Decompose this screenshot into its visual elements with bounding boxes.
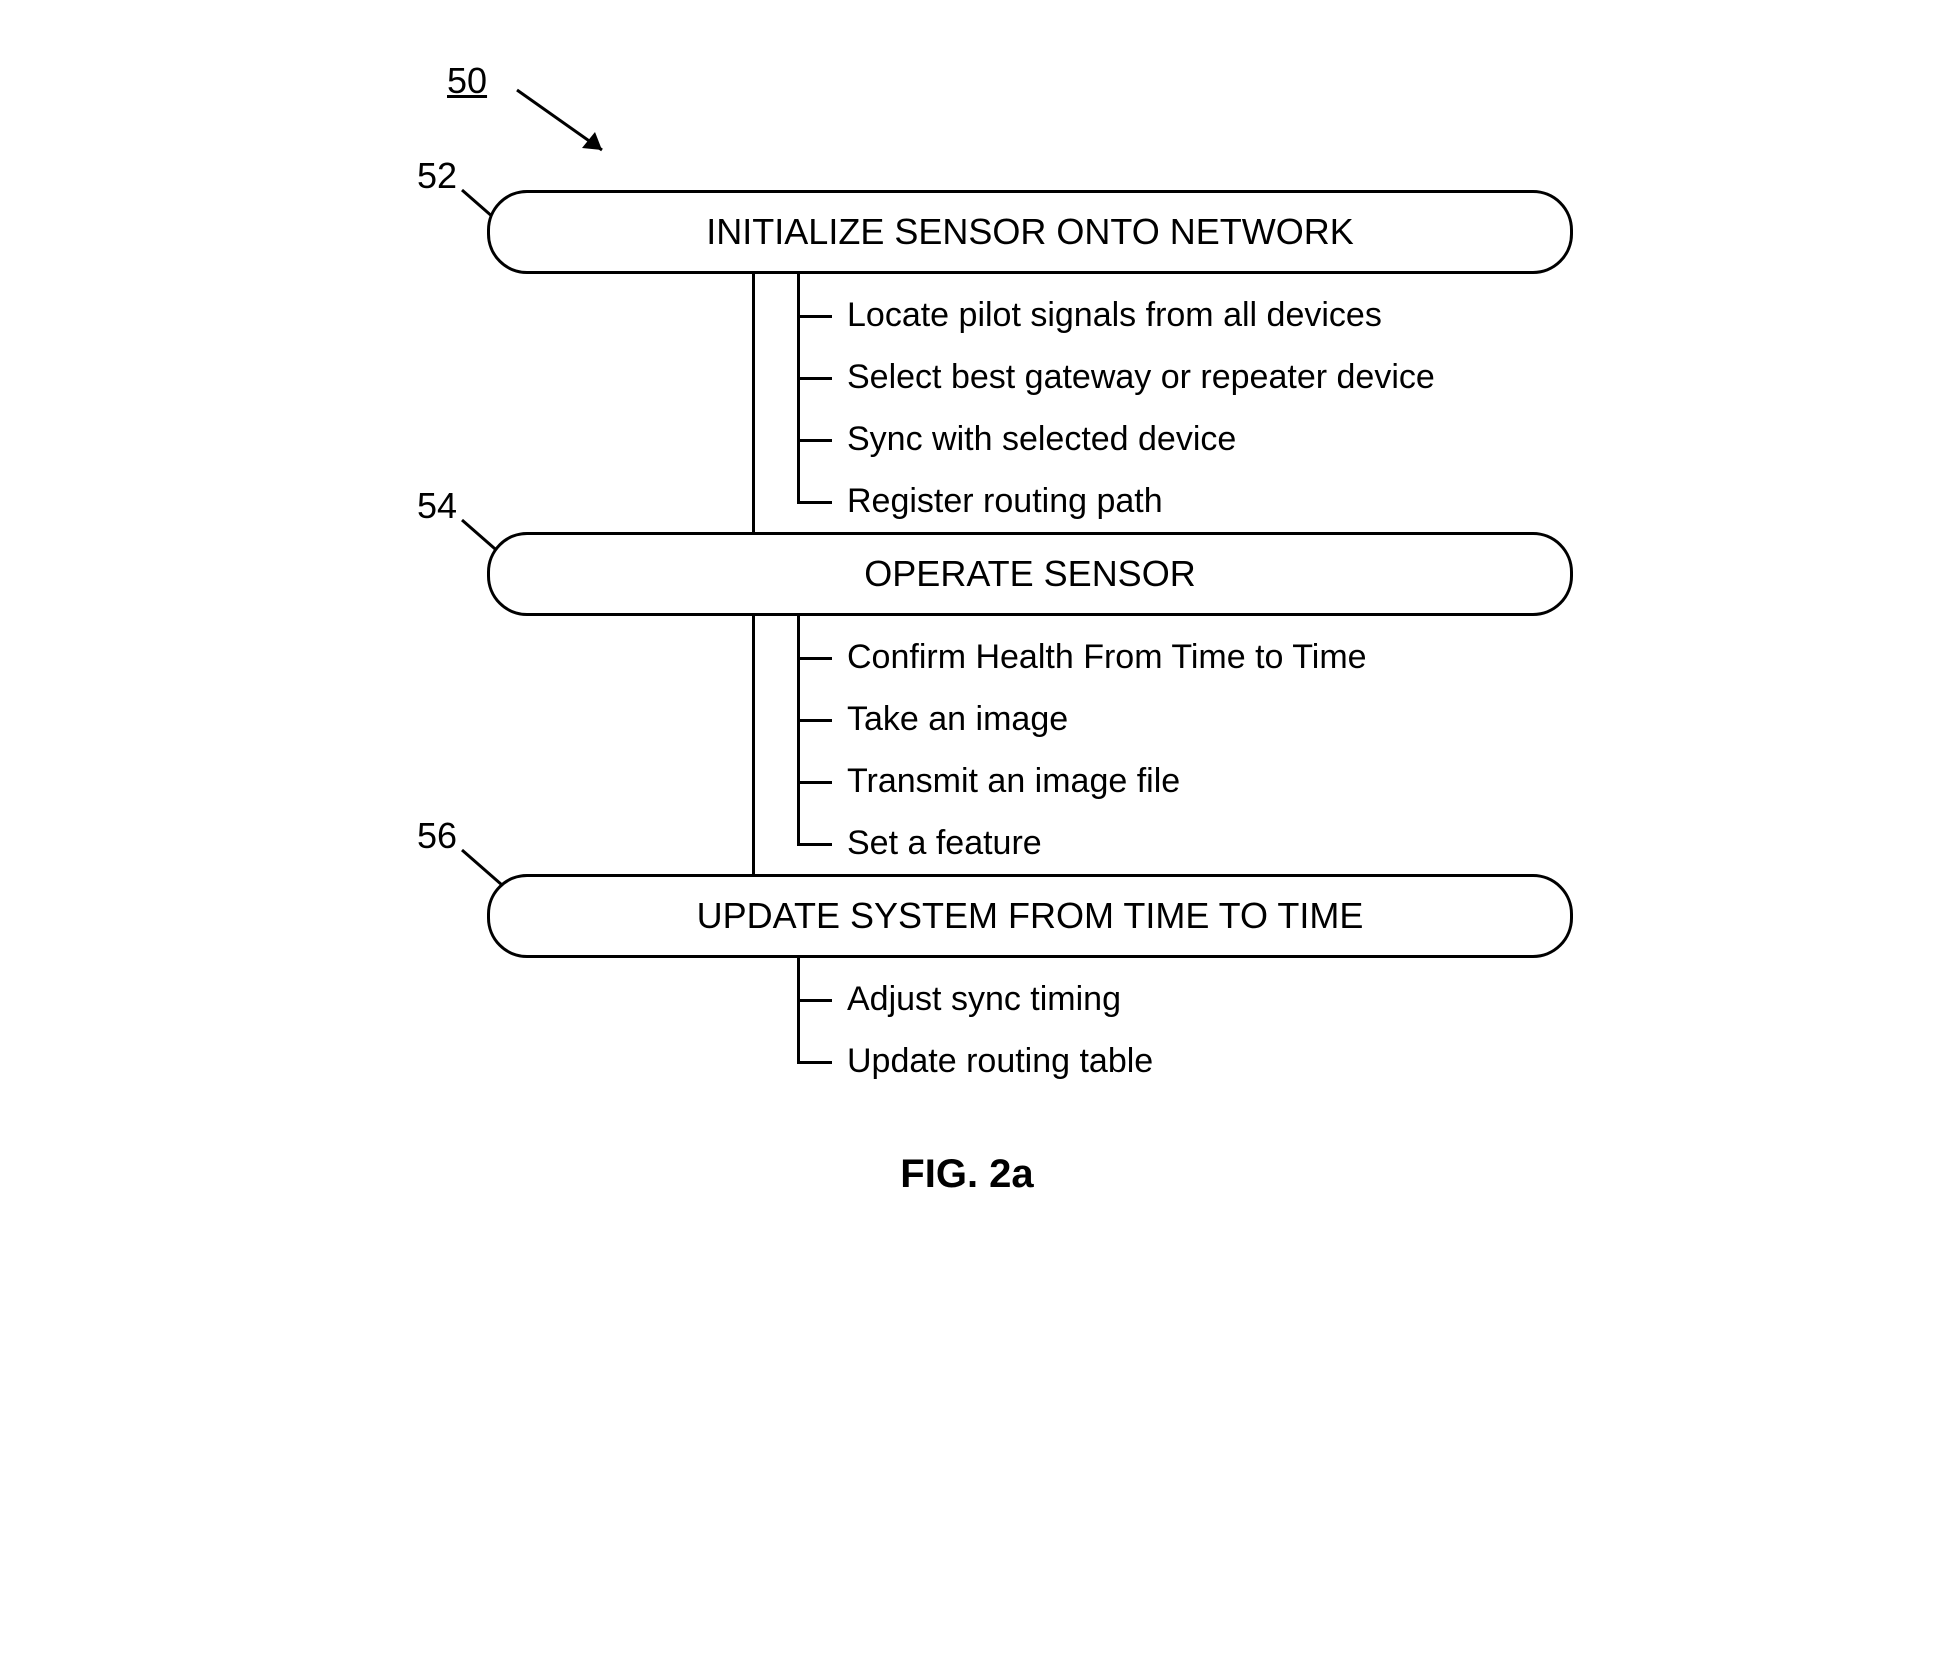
sub-item: Take an image: [797, 688, 1617, 750]
main-ref-arrow-icon: [507, 80, 627, 170]
sub-item-text: Transmit an image file: [847, 762, 1180, 801]
sub-item-text: Locate pilot signals from all devices: [847, 296, 1382, 335]
section-ref-52: 52: [417, 155, 457, 197]
sublist-1: Locate pilot signals from all devices Se…: [797, 274, 1617, 532]
sub-item-text: Adjust sync timing: [847, 980, 1121, 1019]
sublist-2: Confirm Health From Time to Time Take an…: [797, 616, 1617, 874]
main-ref-label: 50: [447, 60, 487, 102]
sub-item-text: Take an image: [847, 700, 1068, 739]
figure-label: FIG. 2a: [317, 1152, 1617, 1197]
sub-item-text: Set a feature: [847, 824, 1042, 863]
sub-item: Set a feature: [797, 812, 1617, 874]
sub-item-text: Update routing table: [847, 1042, 1153, 1081]
section-ref-56: 56: [417, 815, 457, 857]
section-title-1: INITIALIZE SENSOR ONTO NETWORK: [706, 211, 1353, 252]
section-ref-54: 54: [417, 485, 457, 527]
sub-item: Sync with selected device: [797, 408, 1617, 470]
section-box-initialize: INITIALIZE SENSOR ONTO NETWORK: [487, 190, 1573, 274]
section-box-operate: OPERATE SENSOR: [487, 532, 1573, 616]
sub-item: Select best gateway or repeater device: [797, 346, 1617, 408]
sublist-3: Adjust sync timing Update routing table: [797, 958, 1617, 1092]
flowchart-canvas: 50 52 INITIALIZE SENSOR ONTO NETWORK Loc…: [317, 60, 1617, 1197]
sub-item: Register routing path: [797, 470, 1617, 532]
section-box-update: UPDATE SYSTEM FROM TIME TO TIME: [487, 874, 1573, 958]
sub-item: Update routing table: [797, 1030, 1617, 1092]
sub-item: Transmit an image file: [797, 750, 1617, 812]
sub-item-text: Register routing path: [847, 482, 1163, 521]
sub-item-text: Select best gateway or repeater device: [847, 358, 1435, 397]
section-title-2: OPERATE SENSOR: [864, 553, 1195, 594]
sub-item: Confirm Health From Time to Time: [797, 626, 1617, 688]
main-connector-line-2: [752, 616, 755, 874]
sub-item: Locate pilot signals from all devices: [797, 284, 1617, 346]
section-title-3: UPDATE SYSTEM FROM TIME TO TIME: [697, 895, 1364, 936]
sub-item-text: Sync with selected device: [847, 420, 1236, 459]
sub-item: Adjust sync timing: [797, 968, 1617, 1030]
sub-item-text: Confirm Health From Time to Time: [847, 638, 1367, 677]
main-connector-line-1: [752, 274, 755, 532]
